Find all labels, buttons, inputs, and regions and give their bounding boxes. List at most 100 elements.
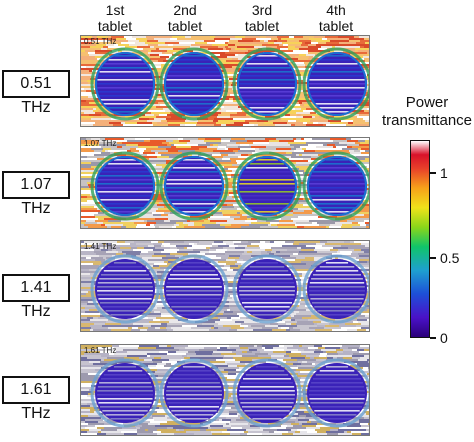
texture-streak	[365, 222, 369, 224]
texture-streak	[220, 204, 227, 206]
texture-streak	[145, 315, 153, 317]
texture-streak	[314, 249, 330, 251]
texture-streak	[367, 261, 369, 263]
texture-streak	[156, 194, 164, 196]
texture-streak	[293, 214, 302, 216]
texture-streak	[291, 323, 296, 325]
texture-streak	[194, 257, 201, 259]
texture-streak	[197, 435, 213, 436]
texture-streak	[215, 417, 226, 419]
texture-streak	[87, 156, 104, 158]
texture-streak	[356, 365, 369, 367]
texture-streak	[153, 249, 164, 251]
texture-streak	[81, 359, 101, 361]
texture-streak	[149, 216, 165, 218]
texture-streak	[155, 68, 164, 70]
texture-streak	[179, 429, 184, 431]
texture-streak	[81, 72, 100, 74]
texture-streak	[255, 150, 261, 152]
texture-streak	[338, 36, 354, 38]
texture-streak	[195, 351, 213, 353]
texture-streak	[284, 160, 288, 162]
texture-streak	[160, 104, 166, 106]
texture-streak	[361, 152, 369, 154]
texture-streak	[296, 323, 314, 325]
texture-streak	[281, 421, 295, 423]
texture-streak	[304, 411, 320, 413]
texture-streak	[316, 126, 324, 127]
texture-streak	[293, 220, 309, 222]
texture-streak	[224, 265, 230, 267]
texture-streak	[230, 158, 246, 160]
texture-streak	[259, 245, 271, 247]
texture-streak	[296, 331, 299, 332]
texture-streak	[167, 329, 173, 331]
texture-streak	[93, 178, 98, 180]
texture-streak	[301, 106, 318, 108]
texture-streak	[212, 44, 228, 46]
texture-streak	[104, 425, 124, 427]
texture-streak	[359, 351, 369, 353]
texture-streak	[153, 160, 159, 162]
texture-streak	[233, 357, 253, 359]
texture-streak	[124, 357, 139, 359]
texture-streak	[210, 361, 225, 363]
texture-streak	[299, 40, 311, 42]
texture-streak	[316, 224, 319, 226]
texture-streak	[317, 323, 329, 325]
texture-streak	[147, 329, 167, 331]
texture-streak	[161, 120, 167, 122]
texture-streak	[293, 62, 304, 64]
texture-streak	[262, 44, 279, 46]
texture-streak	[159, 48, 173, 50]
texture-streak	[366, 385, 369, 387]
texture-streak	[318, 347, 325, 349]
texture-streak	[81, 375, 95, 377]
texture-streak	[81, 144, 99, 146]
texture-streak	[260, 241, 265, 243]
texture-streak	[346, 46, 360, 48]
texture-streak	[148, 365, 156, 367]
texture-streak	[329, 126, 333, 127]
texture-streak	[140, 253, 154, 255]
texture-streak	[299, 305, 305, 307]
texture-streak	[294, 38, 298, 40]
texture-streak	[364, 355, 369, 357]
texture-streak	[311, 42, 318, 44]
texture-streak	[361, 212, 369, 214]
texture-streak	[81, 257, 86, 259]
texture-streak	[150, 60, 158, 62]
texture-streak	[166, 118, 186, 120]
texture-streak	[179, 349, 199, 351]
texture-streak	[175, 357, 184, 359]
texture-streak	[242, 38, 250, 40]
texture-streak	[134, 120, 137, 122]
texture-streak	[286, 174, 305, 176]
texture-streak	[241, 220, 245, 222]
texture-streak	[223, 48, 226, 50]
texture-streak	[288, 198, 303, 200]
texture-streak	[95, 60, 110, 62]
texture-streak	[359, 114, 369, 116]
texture-streak	[228, 120, 245, 122]
texture-streak	[230, 38, 242, 40]
texture-streak	[296, 228, 313, 229]
texture-streak	[152, 415, 165, 417]
texture-streak	[348, 315, 357, 317]
texture-streak	[81, 146, 101, 148]
texture-streak	[236, 142, 253, 144]
texture-streak	[164, 212, 170, 214]
texture-streak	[109, 42, 121, 44]
texture-streak	[215, 36, 235, 38]
texture-streak	[107, 226, 111, 228]
texture-streak	[225, 253, 242, 255]
texture-streak	[238, 126, 244, 127]
texture-streak	[353, 120, 365, 122]
texture-streak	[182, 355, 187, 357]
texture-streak	[148, 245, 154, 247]
texture-streak	[241, 154, 248, 156]
texture-streak	[361, 313, 369, 315]
texture-streak	[342, 255, 359, 257]
texture-streak	[161, 214, 168, 216]
texture-streak	[150, 138, 170, 140]
